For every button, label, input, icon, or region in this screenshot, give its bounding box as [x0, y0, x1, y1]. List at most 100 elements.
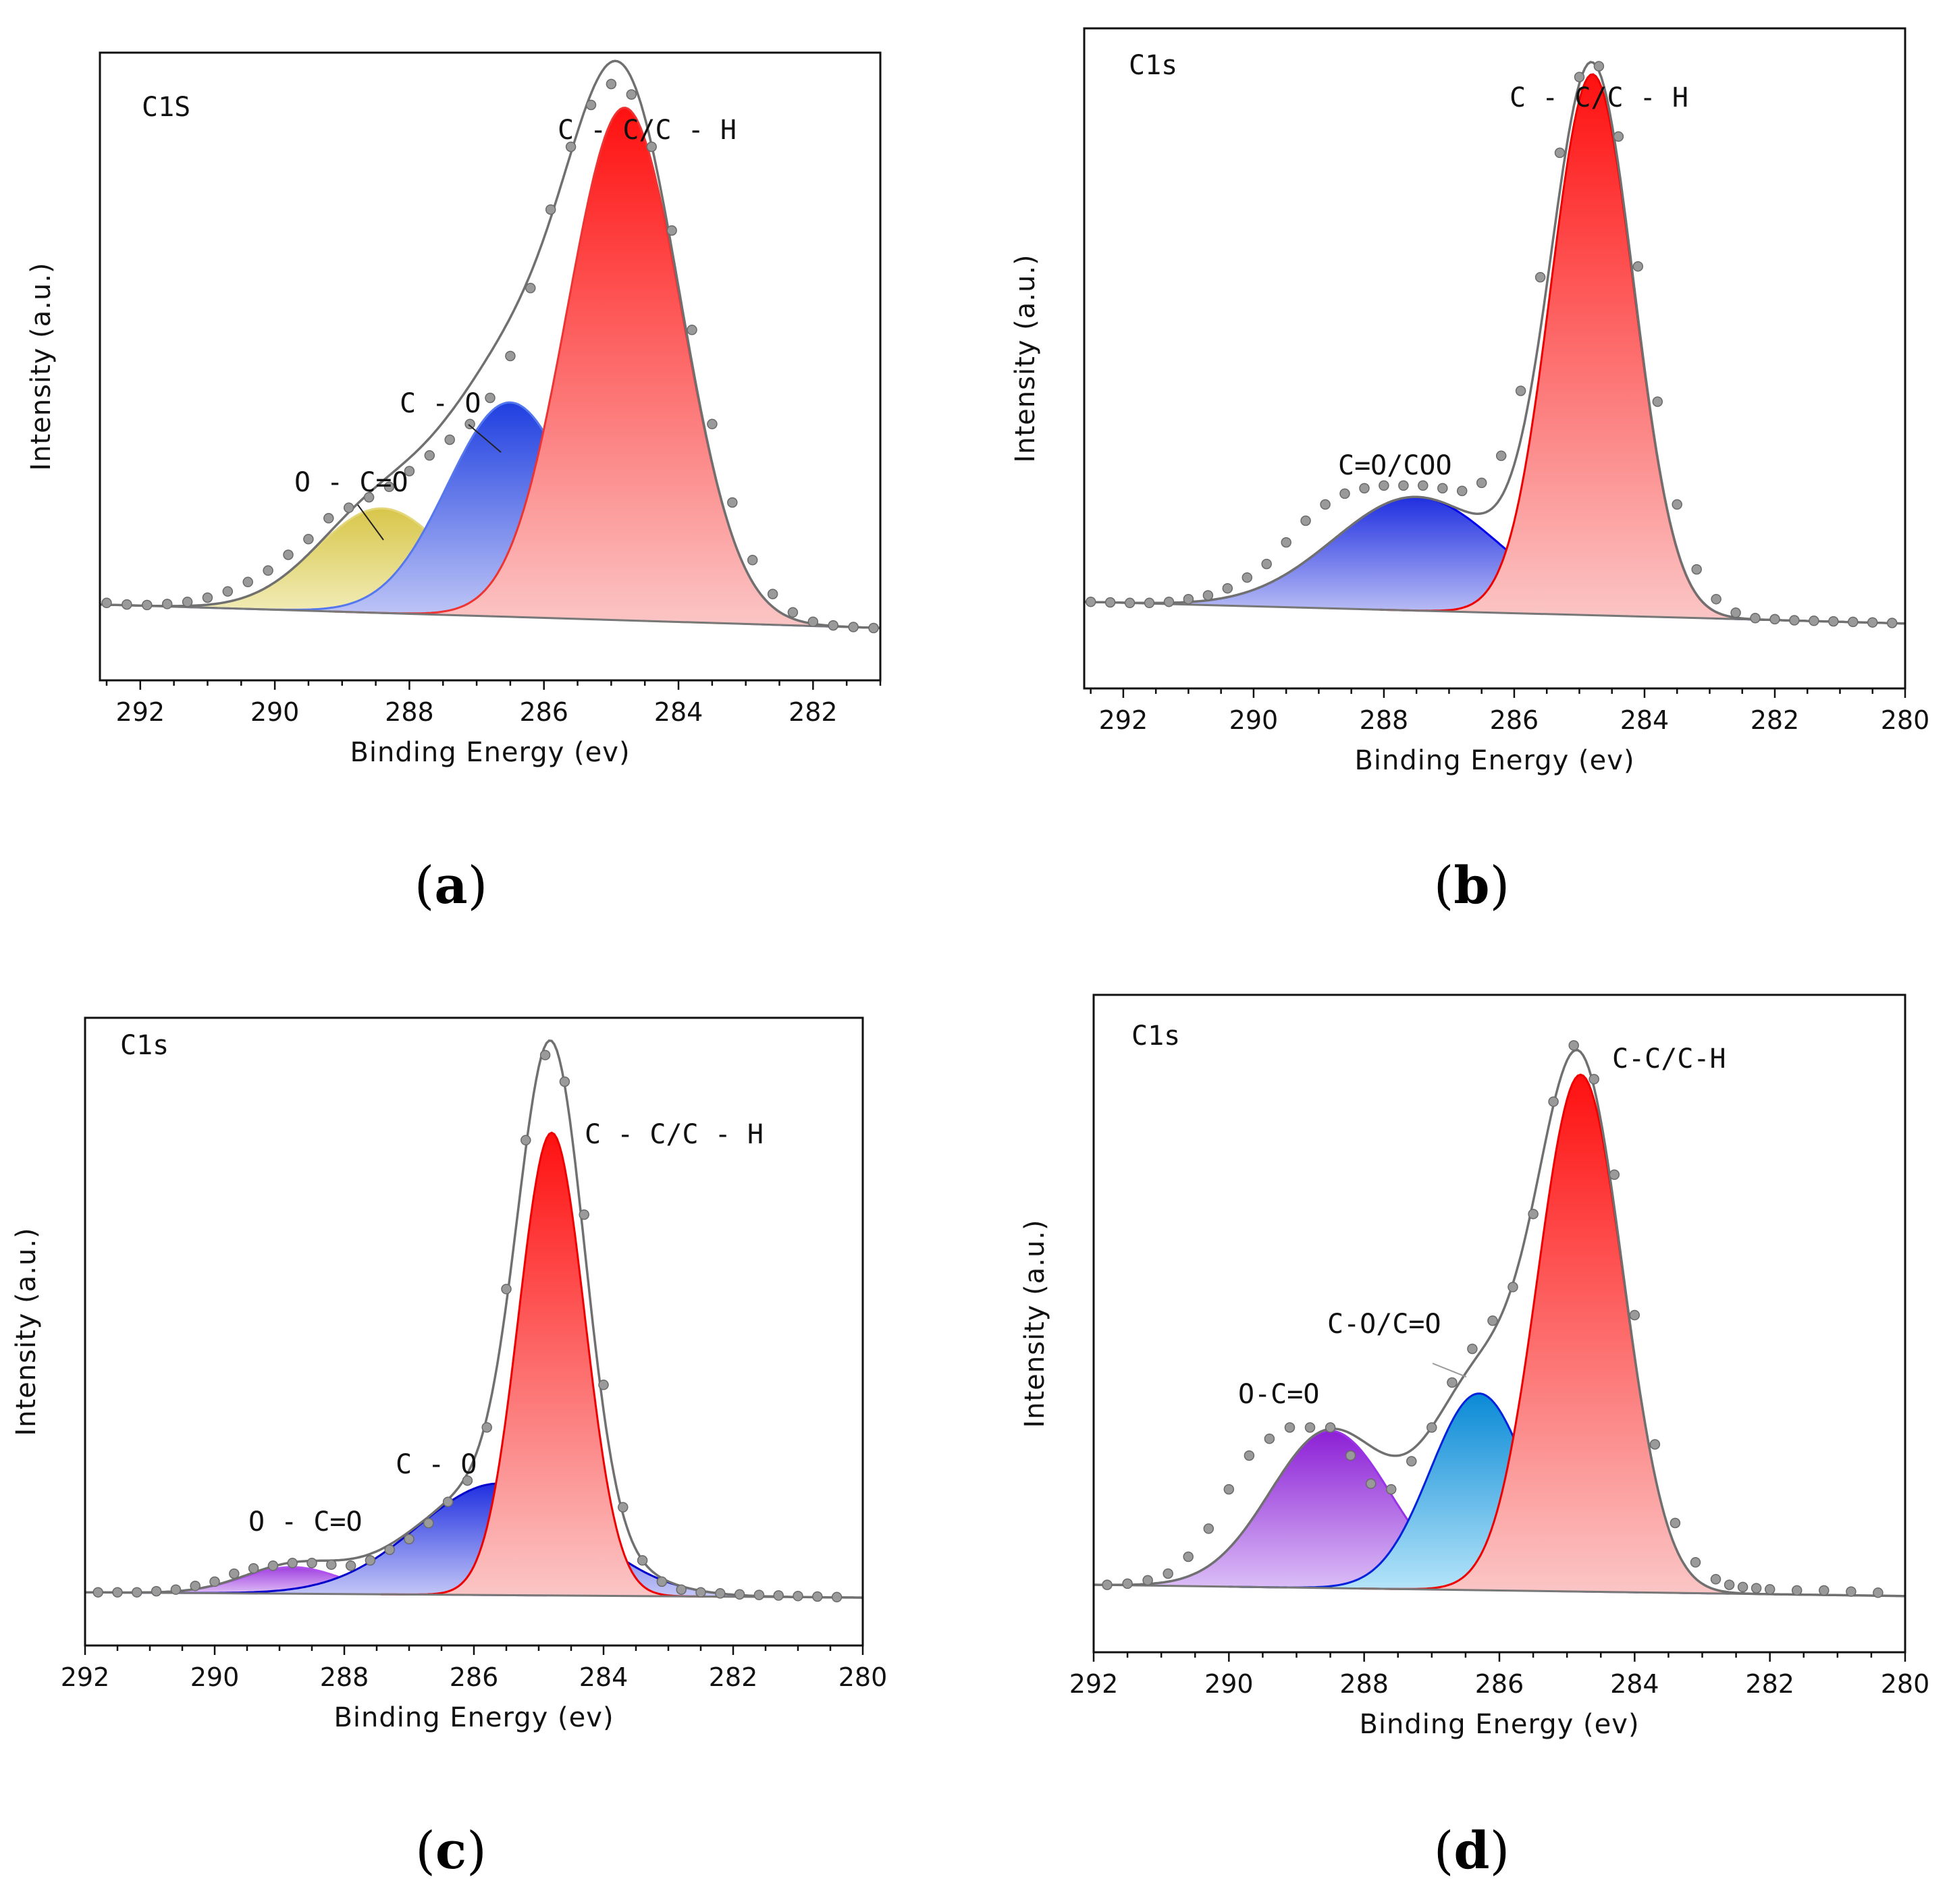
x-tick-label: 290 [1204, 1669, 1254, 1699]
data-point [1183, 593, 1194, 605]
data-point [1261, 558, 1272, 570]
panel-title: C1s [1129, 50, 1177, 81]
peak-area-C-O [186, 402, 834, 627]
data-point [1609, 1169, 1620, 1180]
x-tick-label: 288 [385, 697, 434, 727]
x-tick-label: 284 [1620, 705, 1670, 735]
plot-area [1094, 1040, 1905, 1598]
data-point [1418, 480, 1429, 491]
peak-label-C=O/COO: C=O/COO [1338, 450, 1452, 481]
data-point [1632, 261, 1644, 272]
data-point [559, 1076, 570, 1087]
data-point [1085, 596, 1096, 607]
data-point [1809, 616, 1819, 626]
data-point [1593, 61, 1605, 72]
data-point [122, 599, 132, 610]
data-point [1672, 499, 1682, 510]
data-point [1691, 564, 1702, 575]
peak-area-O-C=O [1094, 1430, 1640, 1593]
peak-label-O-C=O: O - C=O [248, 1506, 363, 1538]
data-point [505, 350, 516, 362]
peak-label-C-C/C-H: C - C/C - H [558, 115, 737, 146]
data-point [423, 1517, 434, 1529]
data-point [1652, 396, 1663, 407]
data-point [1730, 607, 1741, 618]
data-point [1264, 1433, 1275, 1444]
data-point [1588, 1074, 1599, 1085]
data-point [222, 586, 234, 597]
data-point [1750, 613, 1761, 624]
data-point [306, 1558, 317, 1569]
data-point [1183, 1551, 1194, 1562]
data-point [646, 141, 657, 153]
panel-caption: (c) [415, 1820, 487, 1880]
data-point [1142, 1575, 1153, 1586]
data-point [1828, 616, 1839, 627]
data-point [1406, 1456, 1417, 1467]
data-point [267, 1560, 279, 1571]
data-point [747, 555, 758, 566]
data-point [485, 392, 496, 404]
data-point [520, 1135, 531, 1146]
data-point [442, 1496, 454, 1507]
data-point [481, 1422, 492, 1433]
data-point [1867, 617, 1878, 628]
data-point [343, 502, 354, 514]
data-point [1848, 616, 1859, 628]
data-point [1670, 1517, 1681, 1529]
data-point [831, 1592, 843, 1603]
data-point [1281, 537, 1291, 548]
x-axis-label: Binding Energy (ev) [350, 737, 630, 768]
data-point [1476, 477, 1487, 489]
data-point [1102, 1579, 1113, 1590]
plot-frame [99, 51, 882, 682]
data-point [462, 1475, 473, 1486]
data-point [1359, 483, 1370, 494]
plot-area [100, 59, 880, 634]
data-point [1122, 1578, 1133, 1589]
data-point [753, 1589, 765, 1600]
data-point [525, 283, 536, 294]
data-point [1710, 1574, 1721, 1585]
background-line [85, 1591, 863, 1599]
peak-area-C=O/COO [1084, 497, 1845, 622]
data-point [637, 1555, 648, 1566]
peak-area-C-C/C-H [1358, 1075, 1803, 1595]
chart-panel-c: 292 290 288 286 284 282 280 Binding Energy (ev)… [11, 1016, 887, 1880]
peak-label-C-O: C - O [400, 388, 481, 419]
x-tick-label: 288 [1339, 1669, 1389, 1699]
data-point [1437, 483, 1448, 494]
label-leader-line [357, 504, 384, 541]
data-point [1385, 1484, 1397, 1495]
data-point [1398, 480, 1409, 491]
data-point [501, 1284, 512, 1295]
data-point [1886, 618, 1898, 628]
peak-area-C-O/C=O [1229, 1393, 1730, 1594]
data-point [807, 616, 819, 627]
data-point [715, 1588, 726, 1599]
data-point [868, 622, 879, 634]
data-point [202, 592, 213, 603]
data-point [598, 1380, 609, 1390]
peak-label-C-C/C-H: C - C/C - H [1510, 82, 1688, 113]
data-point [170, 1584, 182, 1595]
data-point [444, 434, 455, 445]
data-point [151, 1585, 162, 1597]
peak-area-C-O [85, 1483, 863, 1598]
data-point [1325, 1422, 1336, 1433]
data-point [1426, 1422, 1437, 1433]
data-point [1467, 1343, 1478, 1355]
data-point [464, 418, 475, 430]
x-tick-label: 290 [1229, 705, 1279, 735]
data-point [1242, 572, 1253, 583]
data-point [773, 1590, 784, 1601]
data-point [1379, 480, 1389, 491]
data-point [1365, 1478, 1377, 1490]
x-tick-label: 280 [1881, 1669, 1930, 1699]
data-point [848, 622, 859, 632]
data-point [1163, 1568, 1173, 1579]
data-point [142, 599, 153, 611]
data-point [626, 89, 637, 100]
data-point [565, 141, 577, 153]
x-tick-label: 282 [789, 697, 838, 727]
